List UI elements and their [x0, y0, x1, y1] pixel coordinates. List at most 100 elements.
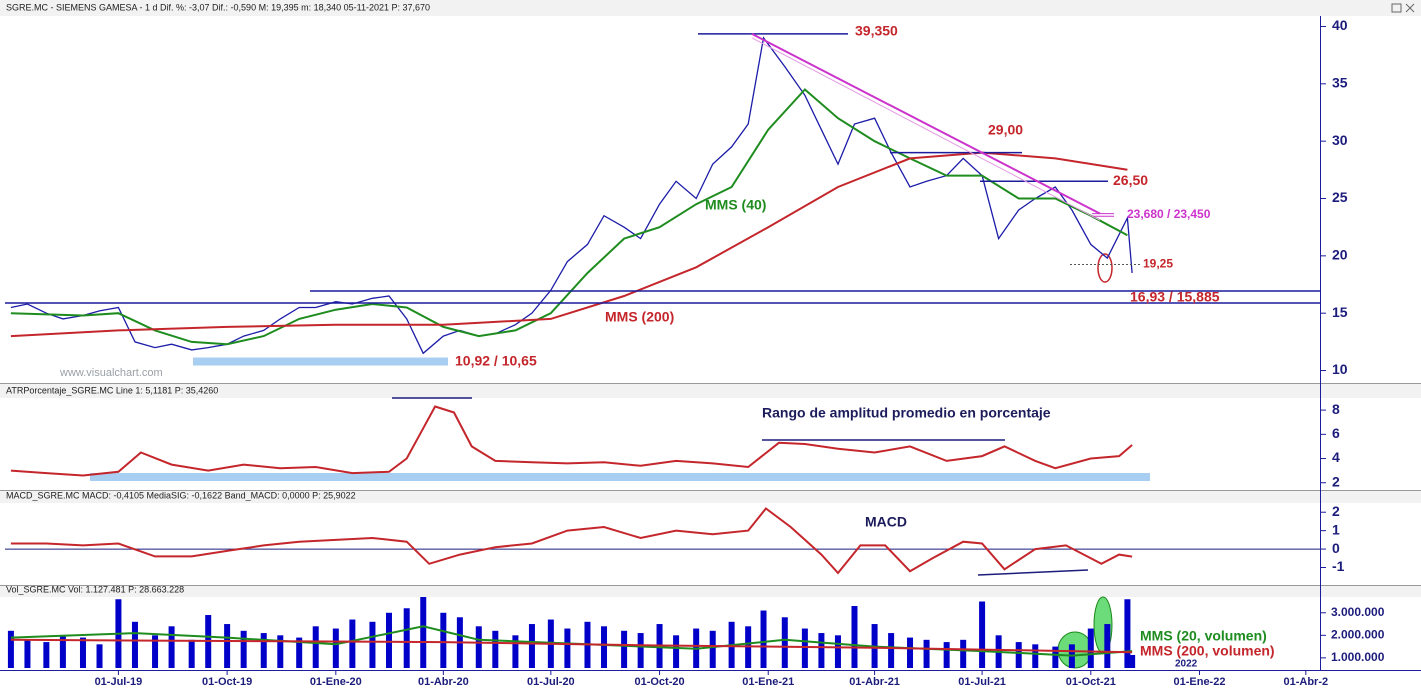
volume-bar — [369, 621, 376, 668]
series-line — [10, 405, 1133, 477]
y-tick-label: 40 — [1332, 17, 1348, 33]
support-band — [193, 357, 448, 366]
volume-bar — [349, 619, 356, 668]
volume-bar — [709, 630, 716, 668]
volume-bar — [1129, 654, 1136, 668]
volume-bar — [1032, 644, 1039, 668]
volume-bar — [512, 635, 519, 668]
trend-line — [977, 569, 1089, 576]
volume-bar — [131, 621, 138, 668]
volume-bar — [152, 635, 159, 668]
volume-bar — [960, 639, 967, 668]
y-tick-label: 2 — [1332, 503, 1340, 519]
y-tick-label: -1 — [1332, 558, 1345, 574]
header-bar — [0, 384, 1421, 398]
volume-bar — [673, 635, 680, 668]
x-tick-label: 01-Jul-21 — [958, 676, 1006, 688]
series-line — [10, 638, 1133, 654]
annotation: 39,350 — [855, 23, 898, 39]
trend-line — [751, 37, 1101, 221]
volume-bar — [1124, 599, 1131, 668]
volume-bar — [528, 624, 535, 668]
support-band — [90, 473, 1150, 481]
annotation: 19,25 — [1143, 257, 1173, 271]
volume-bar — [188, 639, 195, 668]
x-tick-label: 01-Ene-20 — [310, 676, 362, 688]
series-line — [10, 36, 1133, 355]
volume-bar — [420, 597, 427, 668]
x-tick-label: 01-Abr-21 — [849, 676, 900, 688]
volume-bar — [475, 626, 482, 668]
volume-bar — [1104, 624, 1111, 668]
x-tick-label: 01-Jul-20 — [527, 676, 575, 688]
volume-bar — [240, 630, 247, 668]
y-tick-label: 10 — [1332, 361, 1348, 377]
y-tick-label: 4 — [1332, 449, 1340, 465]
volume-bar — [312, 626, 319, 668]
x-tick-label: 01-Oct-19 — [202, 676, 252, 688]
series-line — [10, 507, 1133, 575]
volume-bar — [943, 642, 950, 668]
window-buttons[interactable] — [1391, 3, 1415, 13]
volume-bar — [834, 635, 841, 668]
y-tick-label: 0 — [1332, 540, 1340, 556]
y-tick-label: 25 — [1332, 189, 1348, 205]
annotation: 26,50 — [1113, 172, 1148, 188]
y-tick-label: 8 — [1332, 401, 1340, 417]
volume-bar — [43, 642, 50, 668]
header-bar — [0, 0, 1421, 16]
annotation: 16,93 / 15,885 — [1130, 289, 1220, 305]
header-bar — [0, 585, 1421, 597]
volume-bar — [1087, 628, 1094, 668]
y-tick-label: 35 — [1332, 75, 1348, 91]
panel-header: ATRPorcentaje_SGRE.MC Line 1: 5,1181 P: … — [6, 385, 218, 395]
y-tick-label: 3.000.000 — [1331, 605, 1385, 619]
annotation: Rango de amplitud promedio en porcentaje — [762, 405, 1051, 421]
panel-header: SGRE.MC - SIEMENS GAMESA - 1 d Dif. %: -… — [6, 2, 430, 12]
volume-bar — [818, 633, 825, 668]
panel-header: MACD_SGRE.MC MACD: -0,4105 MediaSIG: -0,… — [6, 490, 356, 500]
x-tick-label: 01-Jul-19 — [95, 676, 143, 688]
series-label: MMS (40) — [705, 197, 766, 213]
volume-bar — [760, 610, 767, 668]
x-tick-label: 01-Oct-21 — [1066, 676, 1116, 688]
volume-bar — [332, 628, 339, 668]
series-line — [10, 88, 1128, 346]
series-line — [10, 151, 1128, 338]
y-tick-label: 1.000.000 — [1331, 650, 1385, 664]
volume-bar — [907, 637, 914, 668]
close-button[interactable] — [1405, 3, 1415, 13]
volume-bar — [440, 612, 447, 668]
volume-bar — [385, 612, 392, 668]
volume-bar — [492, 630, 499, 668]
volume-bar — [403, 608, 410, 668]
y-tick-label: 2 — [1332, 473, 1340, 489]
volume-bar — [923, 639, 930, 668]
volume-bar — [564, 628, 571, 668]
volume-bar — [801, 628, 808, 668]
y-tick-label: 20 — [1332, 247, 1348, 263]
volume-bar — [260, 633, 267, 668]
volume-bar — [24, 639, 31, 668]
legend-label: MMS (200, volumen) — [1140, 643, 1275, 659]
y-tick-label: 1 — [1332, 521, 1340, 537]
series-label: MMS (200) — [605, 309, 674, 325]
maximize-button[interactable] — [1391, 3, 1402, 13]
annotation: 23,680 / 23,450 — [1127, 207, 1211, 221]
volume-bar — [1052, 646, 1059, 668]
y-tick-label: 2.000.000 — [1331, 627, 1385, 641]
volume-bar — [979, 601, 986, 668]
x-tick-label: 01-Abr-2 — [1284, 676, 1329, 688]
legend-label: MMS (20, volumen) — [1140, 628, 1267, 644]
watermark: www.visualchart.com — [59, 367, 163, 379]
x-tick-label: 01-Ene-21 — [742, 676, 794, 688]
annotation: 29,00 — [988, 121, 1023, 137]
header-bar — [0, 490, 1421, 503]
volume-bar — [851, 606, 858, 668]
volume-bar — [168, 626, 175, 668]
volume-bar — [79, 637, 86, 668]
volume-bar — [621, 630, 628, 668]
annotation: 2022 — [1175, 659, 1198, 670]
